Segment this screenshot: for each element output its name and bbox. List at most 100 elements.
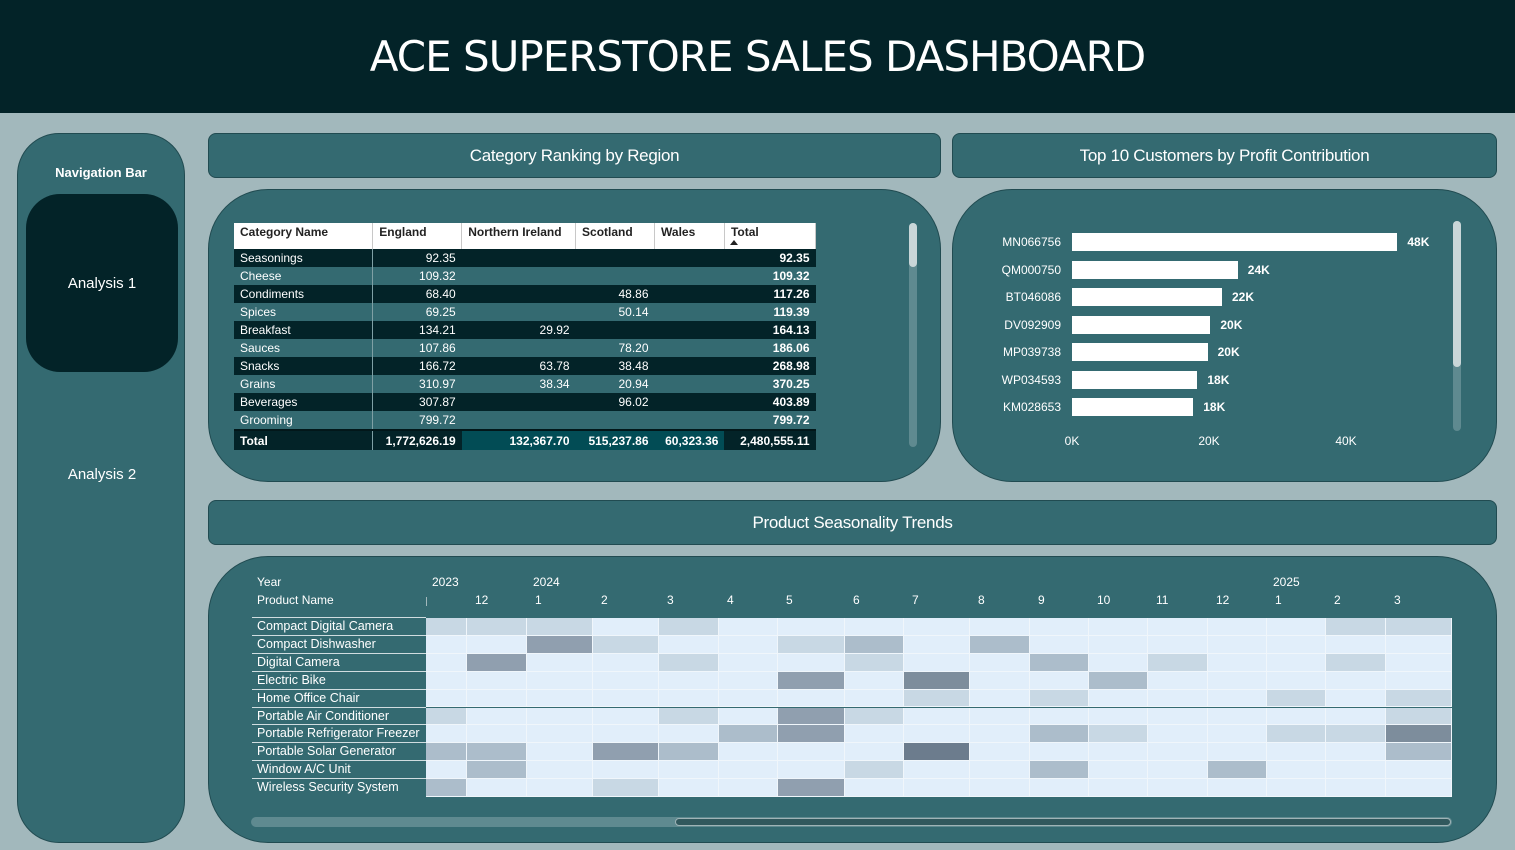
heatmap-cell[interactable]: [659, 761, 719, 780]
heatmap-cell[interactable]: [659, 707, 719, 726]
heatmap-cell[interactable]: [467, 689, 527, 708]
heatmap-cell[interactable]: [845, 618, 904, 636]
nav-analysis-2-button[interactable]: Analysis 2: [67, 465, 137, 483]
heatmap-cell[interactable]: [778, 618, 845, 636]
heatmap-cell[interactable]: [1267, 635, 1326, 654]
heatmap-cell[interactable]: [1030, 671, 1089, 690]
heatmap-cell[interactable]: [778, 779, 845, 797]
matrix-scrollbar[interactable]: [909, 223, 917, 447]
heatmap-cell[interactable]: [845, 689, 904, 708]
heatmap-cell[interactable]: [845, 779, 904, 797]
heatmap-cell[interactable]: [1267, 779, 1326, 797]
matrix-row[interactable]: Condiments 68.40 48.86 117.26: [234, 285, 816, 303]
heatmap-scrollbar-thumb[interactable]: [675, 818, 1451, 826]
heatmap-cell[interactable]: [426, 761, 467, 780]
col-england[interactable]: England: [372, 223, 463, 249]
heatmap-cell[interactable]: [1208, 779, 1267, 797]
col-wales[interactable]: Wales: [654, 223, 725, 249]
heatmap-cell[interactable]: [527, 689, 593, 708]
heatmap-cell[interactable]: [527, 618, 593, 636]
heatmap-cell[interactable]: [1089, 743, 1148, 762]
heatmap-cell[interactable]: [1030, 635, 1089, 654]
heatmap-cell[interactable]: [1326, 689, 1386, 708]
heatmap-cell[interactable]: [1208, 689, 1267, 708]
heatmap-cell[interactable]: [426, 743, 467, 762]
heatmap-cell[interactable]: [1326, 635, 1386, 654]
heatmap-cell[interactable]: [1326, 761, 1386, 780]
matrix-row[interactable]: Snacks 166.72 63.78 38.48 268.98: [234, 357, 816, 375]
heatmap-cell[interactable]: [659, 725, 719, 744]
heatmap-cell[interactable]: [1208, 743, 1267, 762]
heatmap-cell[interactable]: [904, 725, 970, 744]
customer-bar[interactable]: [1072, 343, 1208, 361]
heatmap-cell[interactable]: [1208, 725, 1267, 744]
heatmap-cell[interactable]: [426, 779, 467, 797]
heatmap-cell[interactable]: [1148, 653, 1208, 672]
heatmap-cell[interactable]: [970, 707, 1030, 726]
heatmap-cell[interactable]: [1030, 618, 1089, 636]
heatmap-cell[interactable]: [970, 635, 1030, 654]
heatmap-cell[interactable]: [659, 618, 719, 636]
heatmap-cell[interactable]: [467, 761, 527, 780]
heatmap-cell[interactable]: [904, 635, 970, 654]
heatmap-cell[interactable]: [778, 635, 845, 654]
heatmap-cell[interactable]: [778, 671, 845, 690]
customer-bar[interactable]: [1072, 398, 1194, 416]
heatmap-cell[interactable]: [527, 653, 593, 672]
heatmap-cell[interactable]: [467, 725, 527, 744]
heatmap-cell[interactable]: [845, 635, 904, 654]
heatmap-cell[interactable]: [426, 653, 467, 672]
heatmap-cell[interactable]: [1148, 671, 1208, 690]
heatmap-cell[interactable]: [1386, 779, 1452, 797]
heatmap-cell[interactable]: [845, 725, 904, 744]
heatmap-cell[interactable]: [1030, 779, 1089, 797]
heatmap-cell[interactable]: [659, 689, 719, 708]
heatmap-cell[interactable]: [904, 779, 970, 797]
heatmap-cell[interactable]: [970, 743, 1030, 762]
heatmap-cell[interactable]: [1326, 725, 1386, 744]
heatmap-cell[interactable]: [1208, 635, 1267, 654]
bar-chart-scrollbar-thumb[interactable]: [1453, 221, 1461, 367]
heatmap-cell[interactable]: [1148, 761, 1208, 780]
col-scotland[interactable]: Scotland: [575, 223, 656, 249]
heatmap-cell[interactable]: [719, 761, 778, 780]
heatmap-cell[interactable]: [593, 671, 659, 690]
heatmap-cell[interactable]: [1267, 725, 1326, 744]
heatmap-cell[interactable]: [1148, 779, 1208, 797]
heatmap-cell[interactable]: [1089, 779, 1148, 797]
heatmap-cell[interactable]: [1386, 653, 1452, 672]
heatmap-cell[interactable]: [904, 689, 970, 708]
heatmap-cell[interactable]: [593, 653, 659, 672]
heatmap-cell[interactable]: [970, 779, 1030, 797]
heatmap-cell[interactable]: [1089, 635, 1148, 654]
heatmap-cell[interactable]: [845, 671, 904, 690]
bar-chart-scrollbar[interactable]: [1453, 221, 1461, 431]
heatmap-cell[interactable]: [1267, 689, 1326, 708]
heatmap-cell[interactable]: [778, 761, 845, 780]
heatmap-cell[interactable]: [467, 743, 527, 762]
heatmap-cell[interactable]: [426, 707, 467, 726]
col-northern-ireland[interactable]: Northern Ireland: [461, 223, 577, 249]
heatmap-cell[interactable]: [719, 725, 778, 744]
heatmap-cell[interactable]: [467, 653, 527, 672]
customer-bar[interactable]: [1072, 233, 1398, 251]
heatmap-cell[interactable]: [1030, 761, 1089, 780]
heatmap-cell[interactable]: [1089, 761, 1148, 780]
heatmap-cell[interactable]: [719, 689, 778, 708]
heatmap-cell[interactable]: [593, 618, 659, 636]
heatmap-cell[interactable]: [719, 743, 778, 762]
heatmap-cell[interactable]: [1148, 707, 1208, 726]
heatmap-cell[interactable]: [970, 689, 1030, 708]
heatmap-cell[interactable]: [527, 761, 593, 780]
heatmap-scrollbar[interactable]: [251, 817, 1452, 827]
heatmap-cell[interactable]: [426, 671, 467, 690]
matrix-row[interactable]: Sauces 107.86 78.20 186.06: [234, 339, 816, 357]
heatmap-cell[interactable]: [1326, 618, 1386, 636]
heatmap-cell[interactable]: [527, 743, 593, 762]
heatmap-cell[interactable]: [845, 707, 904, 726]
heatmap-cell[interactable]: [467, 618, 527, 636]
heatmap-cell[interactable]: [1089, 618, 1148, 636]
heatmap-cell[interactable]: [970, 725, 1030, 744]
heatmap-cell[interactable]: [904, 653, 970, 672]
customer-bar[interactable]: [1072, 260, 1238, 279]
